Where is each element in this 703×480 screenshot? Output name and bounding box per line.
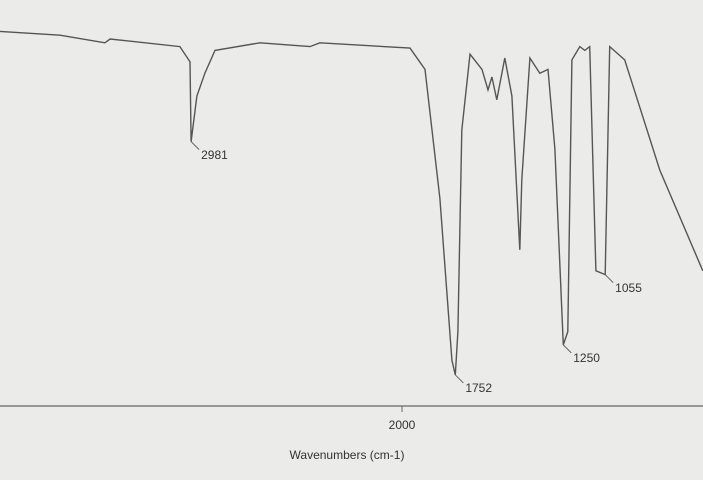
peak-leader	[454, 374, 464, 384]
x-tick-label: 2000	[389, 418, 416, 432]
peak-label: 2981	[201, 148, 228, 162]
x-axis-label: Wavenumbers (cm-1)	[290, 448, 405, 462]
peak-leader	[190, 141, 200, 150]
spectrum-line	[0, 30, 703, 376]
peak-label: 1055	[615, 281, 642, 295]
peak-leader	[562, 344, 572, 354]
peak-label: 1752	[465, 381, 492, 395]
peak-label: 1250	[573, 351, 600, 365]
peak-leader	[604, 274, 614, 283]
